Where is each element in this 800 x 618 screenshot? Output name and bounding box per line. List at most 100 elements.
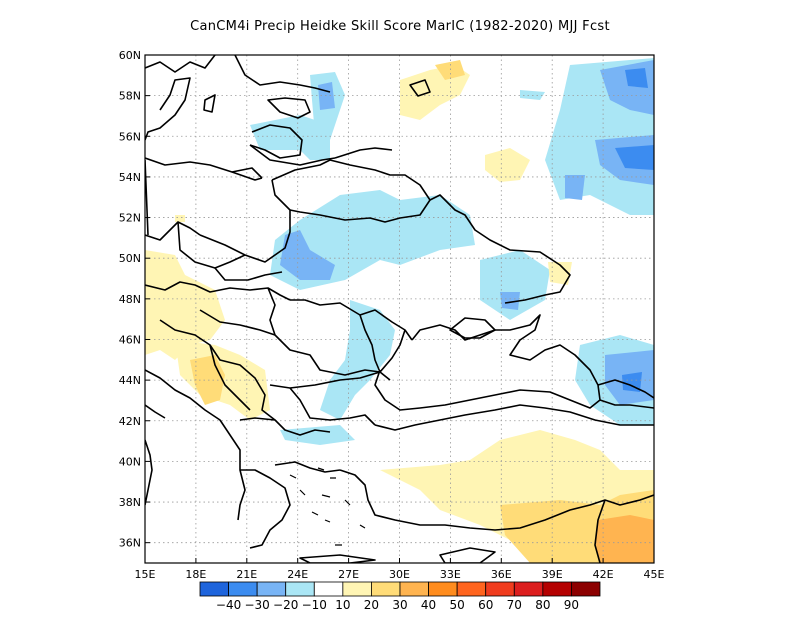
region-dark-blue-northeast — [625, 68, 648, 88]
x-tick-label: 18E — [185, 568, 206, 581]
coastline-gotland — [203, 94, 216, 113]
region-yellow-north — [175, 215, 185, 222]
region-blue-ukraine — [480, 250, 550, 320]
coastline-cyprus — [439, 547, 496, 563]
x-tick-label: 21E — [236, 568, 257, 581]
colorbar-swatch — [456, 581, 487, 597]
region-mid-blue-northeast — [565, 175, 585, 200]
colorbar-swatch — [342, 581, 372, 597]
region-yellow-north — [548, 262, 572, 285]
border-austria-hungary — [145, 281, 291, 301]
y-tick-label: 40N — [119, 455, 141, 468]
colorbar-swatch — [571, 581, 601, 597]
colorbar-swatch — [542, 581, 572, 597]
y-tick-label: 36N — [119, 537, 141, 550]
coastline-baltic-south — [145, 157, 263, 179]
border-ukraine-russia — [429, 194, 571, 304]
coastline-adriatic — [145, 369, 246, 521]
colorbar-label: 70 — [507, 598, 522, 612]
region-yellow-west — [145, 250, 225, 360]
x-tick-label: 30E — [389, 568, 410, 581]
colorbar-swatch — [256, 581, 287, 597]
x-tick-label: 24E — [287, 568, 308, 581]
border-caucasus — [597, 379, 654, 409]
border-north-macedonia — [239, 417, 331, 436]
coastline-black-sea — [374, 314, 601, 411]
x-tick-label: 15E — [135, 568, 156, 581]
y-tick-label: 38N — [119, 496, 141, 509]
y-tick-label: 60N — [119, 49, 141, 62]
island-crete — [299, 554, 376, 563]
x-tick-label: 42E — [593, 568, 614, 581]
coastline-baltic-states — [249, 124, 303, 159]
border-poland-south — [145, 159, 291, 263]
colorbar-swatch — [428, 581, 458, 597]
y-tick-label: 46N — [119, 333, 141, 346]
colorbar-label: 50 — [450, 598, 465, 612]
colorbar-label: 40 — [421, 598, 436, 612]
colorbar-label: 80 — [535, 598, 550, 612]
coastline-italy-heel — [145, 404, 166, 506]
colorbar-label: 30 — [392, 598, 407, 612]
border-slovakia — [214, 267, 283, 281]
lake-ladoga — [409, 79, 431, 97]
colorbar-label: −10 — [302, 598, 327, 612]
border-serbia-bosnia — [209, 344, 251, 411]
coastline-scandinavia — [145, 55, 216, 141]
y-tick-label: 56N — [119, 130, 141, 143]
map-title: CanCM4i Precip Heidke Skill Score MarIC … — [190, 19, 610, 34]
colorbar-label: −40 — [216, 598, 241, 612]
region-dark-blue-northeast — [622, 372, 642, 392]
border-russia-latvia — [334, 147, 393, 159]
y-tick-label: 50N — [119, 252, 141, 265]
region-blue-ukraine — [320, 300, 395, 420]
x-tick-label: 39E — [542, 568, 563, 581]
border-moldova — [359, 314, 406, 373]
border-baltic — [249, 144, 336, 166]
region-mid-blue-poland — [280, 230, 335, 280]
region-yellow-north — [485, 148, 530, 182]
country-borders — [145, 55, 654, 563]
x-tick-label: 36E — [491, 568, 512, 581]
colorbar-swatch — [285, 581, 315, 597]
y-tick-label: 54N — [119, 171, 141, 184]
colorbar-swatch — [313, 581, 344, 597]
border-hungary-south — [199, 309, 276, 336]
colorbar-label: 10 — [335, 598, 350, 612]
y-tick-label: 58N — [119, 90, 141, 103]
y-axis: 60N 58N 56N 54N 52N 50N 48N 46N 44N 42N 40N 38N 36N — [119, 49, 150, 550]
x-tick-label: 45E — [644, 568, 665, 581]
coastline-crimea — [449, 317, 496, 339]
aegean-islands — [289, 467, 366, 546]
region-mid-blue-poland — [500, 292, 520, 310]
region-yellow-north — [400, 65, 470, 120]
border-romania — [267, 287, 391, 381]
x-tick-label: 33E — [440, 568, 461, 581]
colorbar-swatch — [485, 581, 515, 597]
region-blue-west-russia — [250, 115, 330, 160]
x-axis: 15E 18E 21E 24E 27E 30E 33E 36E 39E 42E 45E — [135, 558, 665, 581]
x-tick-label: 27E — [338, 568, 359, 581]
region-dark-blue-northeast — [615, 145, 654, 170]
border-belarus — [271, 159, 431, 223]
colorbar-swatch — [228, 581, 258, 597]
border-czech — [177, 221, 246, 269]
y-tick-label: 44N — [119, 374, 141, 387]
border-kaliningrad — [231, 171, 263, 181]
border-poland-germany — [145, 221, 201, 241]
coastline-finland — [234, 55, 331, 93]
colorbar-label: 60 — [478, 598, 493, 612]
border-croatia — [159, 319, 276, 421]
y-tick-label: 48N — [119, 293, 141, 306]
y-tick-label: 52N — [119, 212, 141, 225]
colorbar-swatch — [199, 581, 229, 597]
region-blue-balkan — [280, 425, 355, 445]
colorbar-swatch — [399, 581, 429, 597]
lat-lon-grid — [145, 55, 654, 563]
colorbar: −40 −30 −20 −10 10 20 30 40 50 60 70 80 90 — [199, 581, 601, 612]
colorbar-label: −20 — [273, 598, 298, 612]
colorbar-label: −30 — [244, 598, 269, 612]
colorbar-swatch — [371, 581, 401, 597]
coastline-greece — [240, 461, 341, 549]
